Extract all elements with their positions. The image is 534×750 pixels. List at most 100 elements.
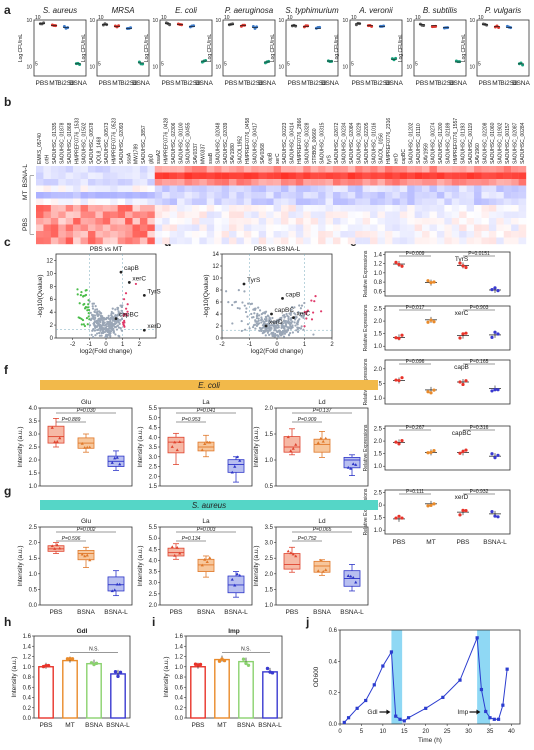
heatmap-cell bbox=[243, 211, 252, 219]
y-tick-exponent: 5 bbox=[287, 62, 290, 68]
heatmap-cell bbox=[474, 237, 482, 245]
heatmap-cell bbox=[214, 211, 222, 219]
heatmap-cell bbox=[65, 179, 74, 186]
y-tick-exponent: 10 bbox=[161, 15, 167, 21]
heatmap-cell bbox=[384, 192, 393, 199]
gene-label: capBC bbox=[401, 149, 407, 164]
box bbox=[227, 575, 245, 594]
volcano-point bbox=[82, 294, 85, 298]
series-marker bbox=[394, 714, 398, 718]
heatmap-cell bbox=[474, 179, 482, 186]
x-tick-label: PBS bbox=[478, 80, 492, 87]
y-tick-label: 2.0 bbox=[374, 503, 383, 509]
x-tick-label: PBS bbox=[351, 80, 365, 87]
volcano-point bbox=[295, 315, 298, 319]
data-point bbox=[496, 515, 500, 519]
heatmap-cell bbox=[295, 231, 304, 238]
heatmap-cell bbox=[221, 198, 230, 206]
volcano-point bbox=[281, 329, 285, 333]
heatmap-cell bbox=[436, 218, 445, 225]
heatmap-cell bbox=[125, 185, 133, 193]
heatmap-cell bbox=[125, 166, 133, 173]
p-value-label: P=0.009 bbox=[406, 251, 425, 257]
heatmap-cell bbox=[87, 237, 96, 245]
heatmap-cell bbox=[436, 237, 445, 245]
gene-label: MW0337 bbox=[201, 144, 207, 164]
heatmap-cell bbox=[139, 224, 148, 232]
heatmap-cell bbox=[407, 231, 415, 238]
heatmap-cell bbox=[125, 218, 133, 225]
data-point bbox=[496, 289, 500, 293]
heatmap-cell bbox=[177, 185, 185, 193]
heatmap-cell bbox=[36, 237, 44, 245]
volcano-point bbox=[302, 316, 305, 319]
data-marker bbox=[294, 554, 298, 558]
heatmap-cell bbox=[147, 179, 155, 186]
heatmap-cell bbox=[503, 211, 512, 219]
heatmap-cell bbox=[281, 224, 289, 232]
heatmap-cell bbox=[43, 172, 52, 180]
y-tick-label: 10 bbox=[152, 18, 158, 24]
heatmap-cell bbox=[318, 166, 326, 173]
volcano-point bbox=[302, 314, 305, 318]
volcano-point bbox=[254, 327, 257, 330]
series-marker bbox=[475, 636, 479, 640]
heatmap-cell bbox=[95, 166, 104, 173]
volcano-point bbox=[287, 334, 291, 337]
y-axis-label: -log10(Qvalue) bbox=[203, 275, 210, 318]
heatmap-cell bbox=[36, 205, 44, 212]
heatmap-cell bbox=[332, 179, 341, 186]
plot-title: PBS vs MT bbox=[90, 246, 123, 253]
heatmap-cell bbox=[325, 205, 334, 212]
gene-label: SAOUHSC_00119 bbox=[468, 123, 474, 164]
x-tick-label: Bi2S3 bbox=[500, 80, 518, 87]
data-point bbox=[400, 376, 404, 380]
heatmap-cell bbox=[102, 198, 111, 206]
heatmap-cell bbox=[139, 211, 148, 219]
data-point bbox=[394, 440, 398, 444]
heatmap-cell bbox=[481, 237, 490, 245]
heatmap-cell bbox=[488, 205, 497, 212]
heatmap-cell bbox=[236, 192, 245, 199]
heatmap-cell bbox=[399, 179, 408, 186]
y-axis-label: Log CFU/mL bbox=[270, 34, 276, 63]
volcano-point bbox=[116, 319, 119, 322]
volcano-point bbox=[109, 316, 113, 320]
volcano-point bbox=[123, 325, 126, 328]
volcano-point bbox=[94, 308, 97, 311]
heatmap-cell bbox=[347, 179, 356, 186]
x-tick-label: 2 bbox=[138, 342, 142, 348]
heatmap-cell bbox=[288, 198, 297, 206]
volcano-point bbox=[87, 312, 90, 315]
volcano-point bbox=[264, 319, 268, 323]
volcano-point bbox=[78, 302, 81, 305]
heatmap-cell bbox=[355, 237, 363, 245]
y-tick-label: 10 bbox=[278, 18, 284, 24]
series-marker bbox=[488, 716, 492, 720]
volcano-point bbox=[99, 320, 102, 324]
data-point bbox=[464, 379, 468, 383]
data-point bbox=[394, 378, 398, 382]
heatmap-cell bbox=[221, 205, 230, 212]
heatmap-cell bbox=[73, 192, 81, 199]
heatmap-cell bbox=[407, 179, 415, 186]
group-banner bbox=[40, 380, 378, 390]
annotated-point bbox=[142, 293, 146, 297]
y-tick-exponent: 10 bbox=[351, 15, 357, 21]
heatmap-cell bbox=[95, 218, 104, 225]
data-point bbox=[78, 62, 82, 66]
y-axis-label: Intensity (a.u.) bbox=[17, 426, 24, 467]
heatmap-cell bbox=[422, 192, 430, 199]
plot-frame bbox=[384, 359, 511, 405]
annotated-point bbox=[292, 316, 295, 319]
heatmap-cell bbox=[303, 205, 311, 212]
bar bbox=[86, 662, 102, 719]
gene-annotation: TyrS bbox=[247, 277, 261, 284]
heatmap-cell bbox=[95, 172, 104, 180]
heatmap-cell bbox=[407, 211, 415, 219]
data-point bbox=[458, 336, 462, 340]
data-marker bbox=[235, 572, 239, 576]
heatmap-cell bbox=[355, 224, 363, 232]
heatmap-cell bbox=[125, 211, 133, 219]
gene-label: SAV0337 bbox=[193, 143, 199, 164]
